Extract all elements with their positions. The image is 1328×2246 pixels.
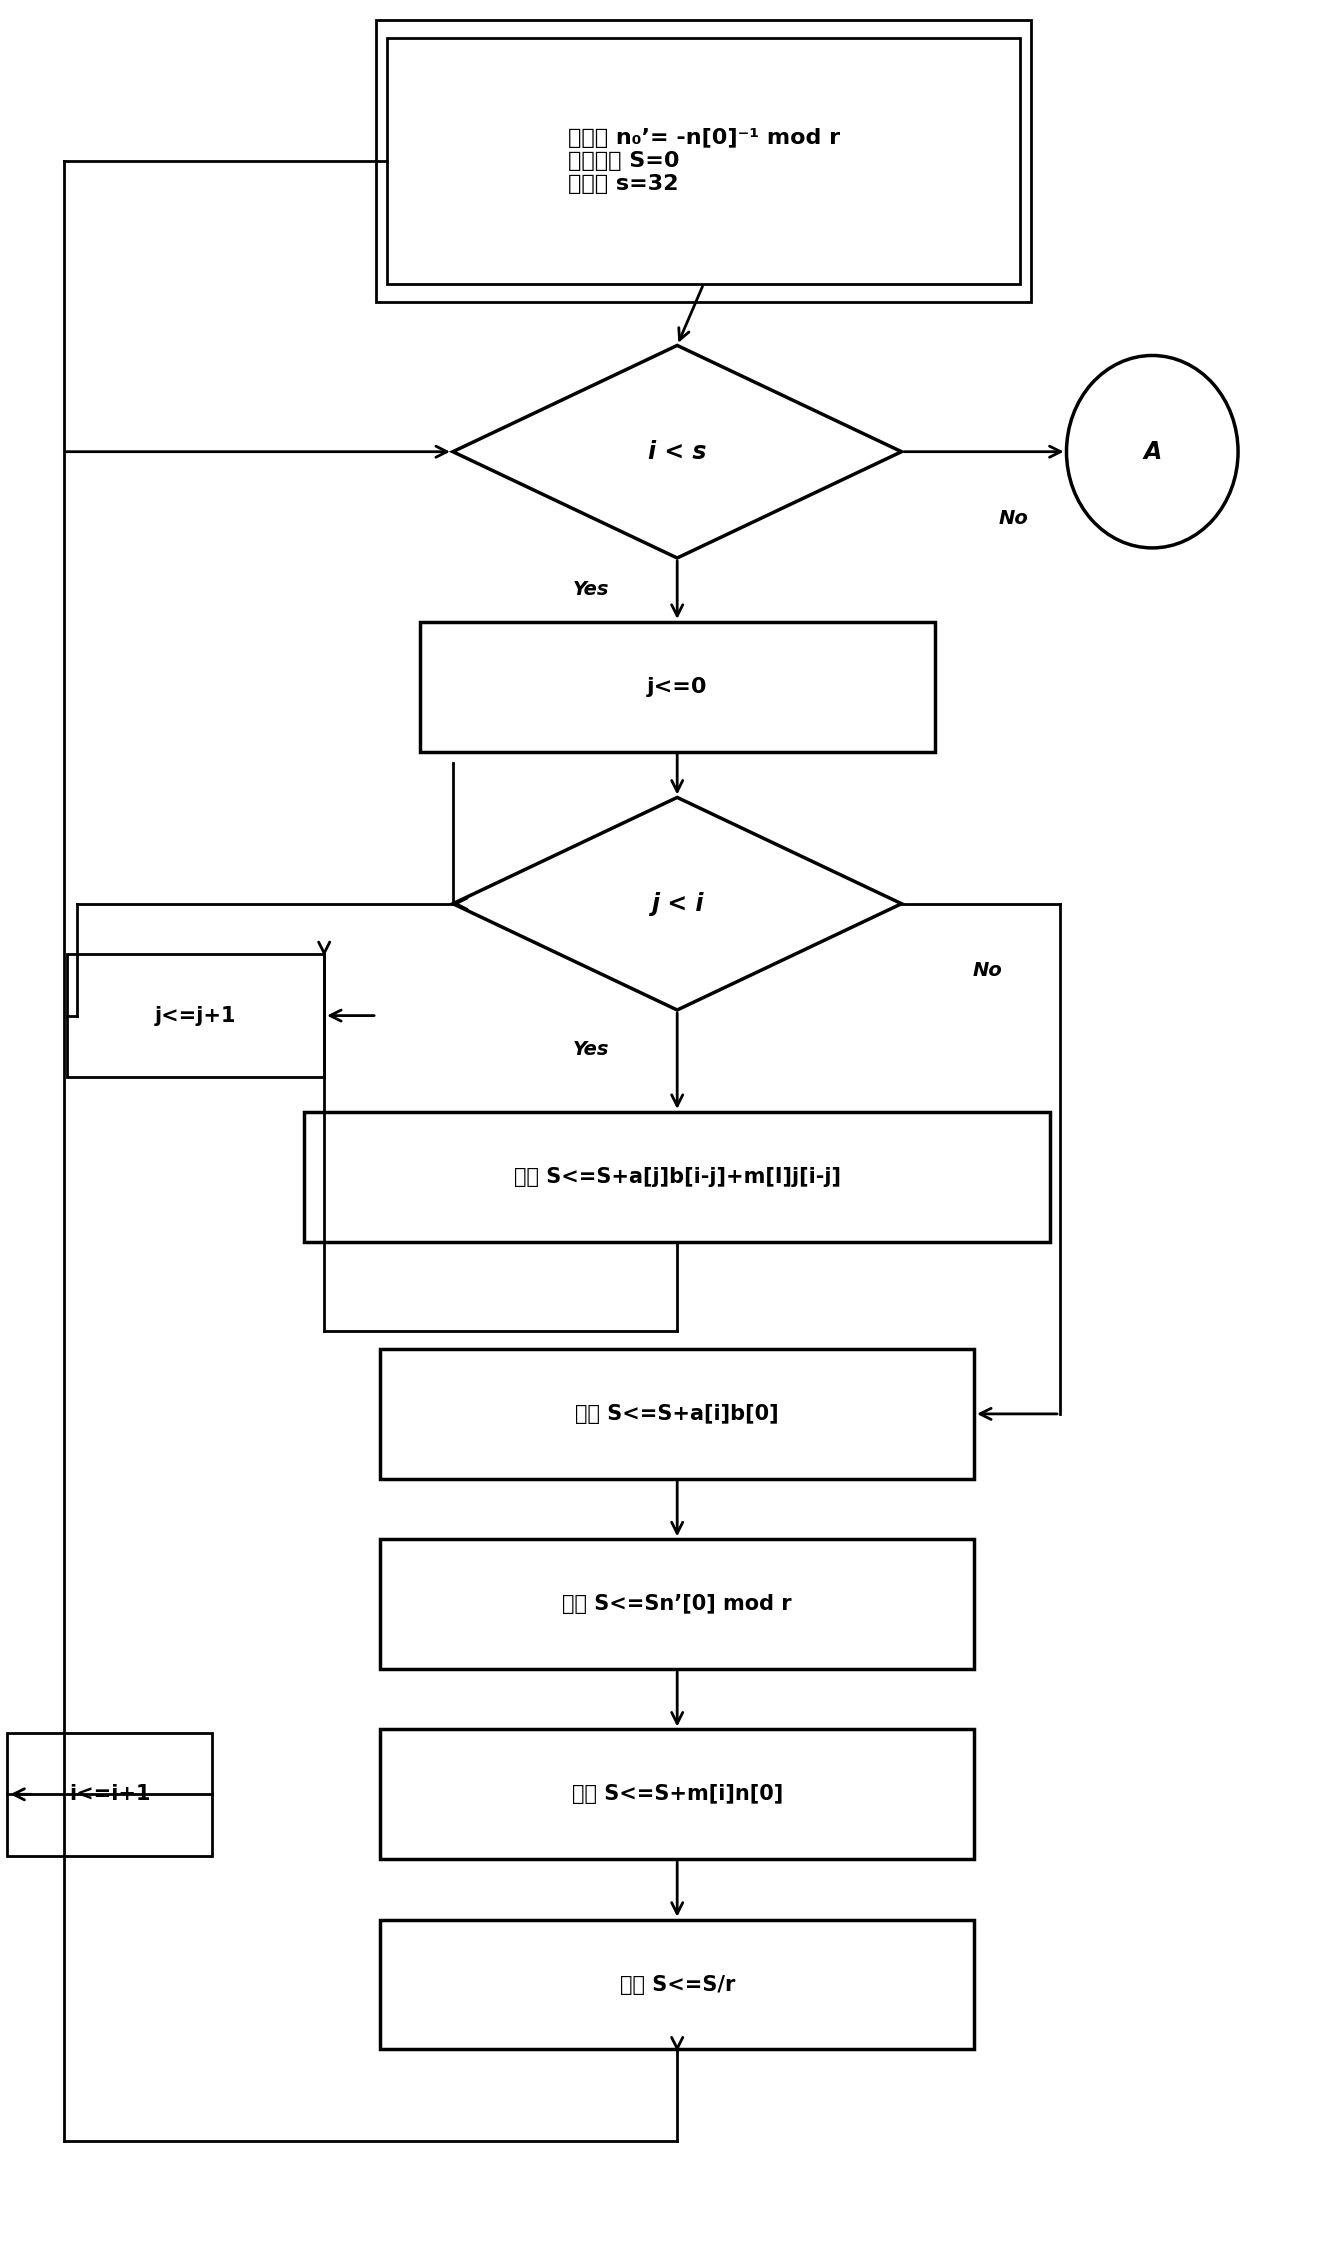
Text: Yes: Yes <box>574 579 610 600</box>
FancyBboxPatch shape <box>8 1732 212 1855</box>
Text: j<=0: j<=0 <box>647 676 708 696</box>
FancyBboxPatch shape <box>380 1729 975 1860</box>
FancyBboxPatch shape <box>66 955 324 1078</box>
Text: Yes: Yes <box>574 1040 610 1060</box>
FancyBboxPatch shape <box>386 38 1020 283</box>
Text: j<=j+1: j<=j+1 <box>155 1006 236 1026</box>
Text: A: A <box>1143 440 1162 463</box>
Text: j < i: j < i <box>651 892 704 916</box>
Text: i < s: i < s <box>648 440 706 463</box>
Text: 计算 S<=S+a[j]b[i-j]+m[I]j[i-j]: 计算 S<=S+a[j]b[i-j]+m[I]j[i-j] <box>514 1166 841 1186</box>
Polygon shape <box>453 797 902 1011</box>
Text: 计算 S<=Sn’[0] mod r: 计算 S<=Sn’[0] mod r <box>562 1595 791 1615</box>
Text: 赋初値 n₀’= -n[0]⁻¹ mod r
赋累加和 S=0
赋初値 s=32: 赋初値 n₀’= -n[0]⁻¹ mod r 赋累加和 S=0 赋初値 s=32 <box>567 128 839 193</box>
Text: 计算 S<=S+a[i]b[0]: 计算 S<=S+a[i]b[0] <box>575 1404 780 1424</box>
Polygon shape <box>453 346 902 557</box>
FancyBboxPatch shape <box>304 1112 1050 1242</box>
FancyBboxPatch shape <box>380 1920 975 2048</box>
FancyBboxPatch shape <box>420 622 935 752</box>
FancyBboxPatch shape <box>380 1539 975 1669</box>
Text: No: No <box>972 961 1003 979</box>
Text: 计算 S<=S+m[i]n[0]: 计算 S<=S+m[i]n[0] <box>571 1783 782 1804</box>
Text: No: No <box>999 510 1029 528</box>
Ellipse shape <box>1066 355 1238 548</box>
Text: i<=i+1: i<=i+1 <box>69 1783 150 1804</box>
FancyBboxPatch shape <box>380 1350 975 1478</box>
Text: 计算 S<=S/r: 计算 S<=S/r <box>619 1974 734 1994</box>
